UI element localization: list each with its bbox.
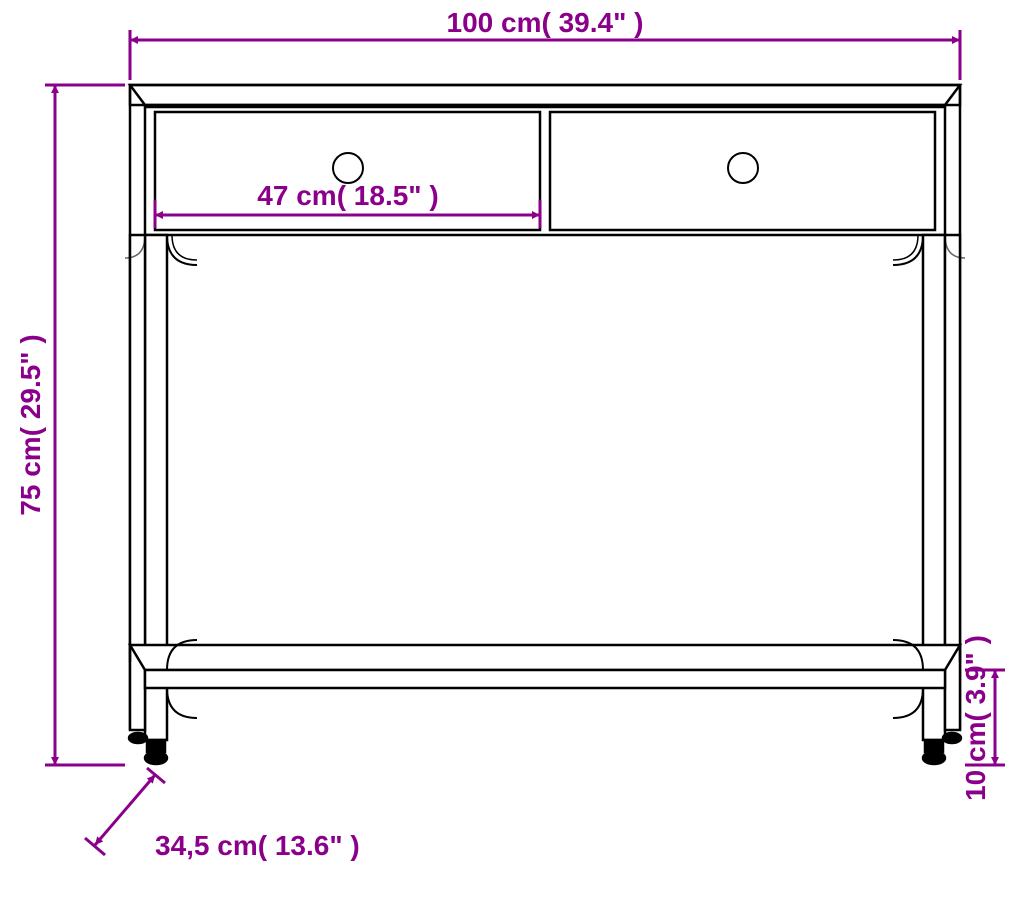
clearance-in-label: ( 3.9" ): [960, 635, 991, 721]
svg-text:100 cm( 39.4" ): 100 cm( 39.4" ): [447, 7, 644, 38]
width-cm-label: 100 cm: [447, 7, 542, 38]
height-in-label: ( 29.5" ): [15, 334, 46, 436]
depth-cm-label: 34,5 cm: [155, 830, 258, 861]
svg-text:34,5 cm( 13.6" ): 34,5 cm( 13.6" ): [155, 830, 360, 861]
svg-text:10 cm( 3.9" ): 10 cm( 3.9" ): [960, 635, 991, 801]
depth-in-label: ( 13.6" ): [258, 830, 360, 861]
drawer-in-label: ( 18.5" ): [337, 180, 439, 211]
svg-text:75 cm( 29.5" ): 75 cm( 29.5" ): [15, 334, 46, 515]
width-in-label: ( 39.4" ): [541, 7, 643, 38]
drawer-cm-label: 47 cm: [257, 180, 336, 211]
svg-text:47 cm( 18.5" ): 47 cm( 18.5" ): [257, 180, 438, 211]
clearance-cm-label: 10 cm: [960, 722, 991, 801]
furniture-outline: [125, 85, 965, 764]
height-cm-label: 75 cm: [15, 436, 46, 515]
diagram-svg: 100 cm( 39.4" ) 47 cm( 18.5" ) 75 cm( 29…: [0, 0, 1020, 907]
furniture-dimension-diagram: 100 cm( 39.4" ) 47 cm( 18.5" ) 75 cm( 29…: [0, 0, 1020, 907]
